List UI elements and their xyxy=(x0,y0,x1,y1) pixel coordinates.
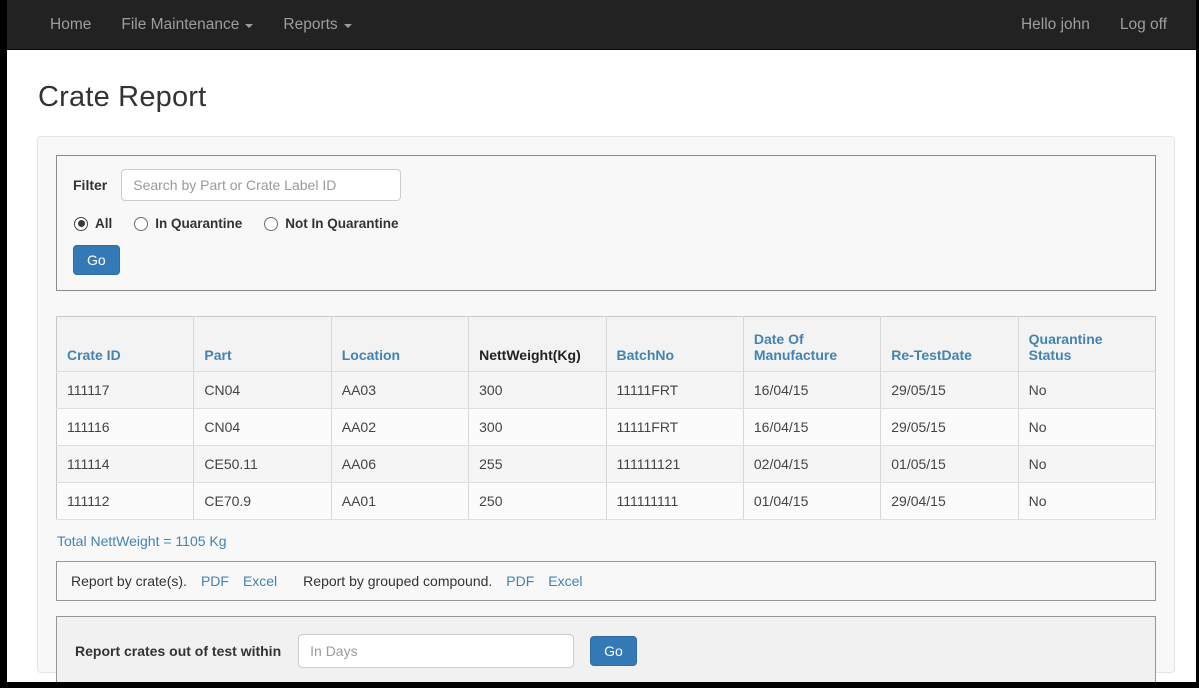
column-header-date-of-manufacture: Date Of Manufacture xyxy=(742,316,881,372)
column-header-retestdate: Re-TestDate xyxy=(880,316,1019,372)
report-grouped-pdf-link[interactable]: PDF xyxy=(506,573,535,589)
cell-batchno: 11111FRT xyxy=(605,408,744,446)
cell-part: CN04 xyxy=(193,371,332,409)
column-header-nettweight: NettWeight(Kg) xyxy=(468,316,606,372)
report-grouped-excel-link[interactable]: Excel xyxy=(548,573,583,589)
sort-link-location[interactable]: Location xyxy=(341,347,401,363)
cell-nettweight: 300 xyxy=(468,408,606,446)
table-row: 111116 CN04 AA02 300 11111FRT 16/04/15 2… xyxy=(56,408,1156,446)
out-of-test-panel: Report crates out of test within Go xyxy=(56,616,1156,682)
cell-location: AA03 xyxy=(330,371,469,409)
radio-in-quarantine-label: In Quarantine xyxy=(155,216,243,231)
cell-retestdate: 01/05/15 xyxy=(880,445,1019,483)
cell-quarantine-status: No xyxy=(1017,445,1156,483)
cell-batchno: 111111111 xyxy=(605,482,744,520)
cell-batchno: 111111121 xyxy=(605,445,744,483)
nav-greeting: Hello john xyxy=(1020,15,1090,33)
nav-reports-label: Reports xyxy=(283,15,338,33)
radio-icon xyxy=(134,216,149,231)
cell-date-of-manufacture: 16/04/15 xyxy=(742,371,881,409)
filter-panel: Filter All In Quarantine Not In Quaranti… xyxy=(56,155,1156,291)
cell-location: AA06 xyxy=(330,445,469,483)
column-header-quarantine-status: Quarantine Status xyxy=(1017,316,1156,372)
page-title: Crate Report xyxy=(38,81,207,113)
cell-part: CE50.11 xyxy=(193,445,332,483)
radio-in-quarantine[interactable]: In Quarantine xyxy=(134,216,242,231)
cell-date-of-manufacture: 02/04/15 xyxy=(742,445,881,483)
filter-label: Filter xyxy=(73,177,108,193)
chevron-down-icon xyxy=(245,23,254,28)
navbar: Home File Maintenance Reports Hello john… xyxy=(7,0,1196,50)
app-window: Home File Maintenance Reports Hello john… xyxy=(7,0,1196,682)
radio-icon xyxy=(264,216,279,231)
nav-home-label: Home xyxy=(50,15,92,33)
cell-retestdate: 29/04/15 xyxy=(880,482,1019,520)
radio-not-in-quarantine[interactable]: Not In Quarantine xyxy=(264,216,399,231)
report-by-crates-label: Report by crate(s). xyxy=(71,573,187,589)
column-header-location: Location xyxy=(330,316,469,372)
column-header-crate-id: Crate ID xyxy=(56,316,194,372)
radio-not-in-quarantine-label: Not In Quarantine xyxy=(285,216,399,231)
report-by-crates-excel-link[interactable]: Excel xyxy=(242,573,278,589)
quarantine-radio-group: All In Quarantine Not In Quarantine xyxy=(74,216,1139,231)
sort-link-batchno[interactable]: BatchNo xyxy=(616,347,675,363)
table-row: 111112 CE70.9 AA01 250 111111111 01/04/1… xyxy=(56,482,1156,520)
cell-retestdate: 29/05/15 xyxy=(880,371,1019,409)
crate-table-body: 111117 CN04 AA03 300 11111FRT 16/04/15 2… xyxy=(56,371,1156,520)
report-links-panel: Report by crate(s). PDF Excel Report by … xyxy=(56,561,1156,601)
cell-retestdate: 29/05/15 xyxy=(880,408,1019,446)
cell-location: AA02 xyxy=(330,408,469,446)
cell-quarantine-status: No xyxy=(1017,408,1156,446)
cell-nettweight: 255 xyxy=(468,445,606,483)
table-row: 111114 CE50.11 AA06 255 111111121 02/04/… xyxy=(56,445,1156,483)
in-days-input[interactable] xyxy=(298,634,575,668)
filter-row: Filter xyxy=(73,169,1139,201)
navbar-left: Home File Maintenance Reports xyxy=(35,16,367,34)
crate-table: Crate ID Part Location NettWeight(Kg) Ba… xyxy=(56,316,1156,520)
column-header-batchno: BatchNo xyxy=(605,316,744,372)
report-by-crates-pdf-link[interactable]: PDF xyxy=(200,573,229,589)
sort-link-date-of-manufacture[interactable]: Date Of Manufacture xyxy=(753,331,838,363)
cell-crate-id: 111114 xyxy=(56,445,194,483)
sort-link-crate-id[interactable]: Crate ID xyxy=(67,347,121,363)
cell-part: CN04 xyxy=(193,408,332,446)
out-of-test-label: Report crates out of test within xyxy=(75,643,282,659)
crate-table-header: Crate ID Part Location NettWeight(Kg) Ba… xyxy=(56,316,1156,372)
nav-item-file-maintenance[interactable]: File Maintenance xyxy=(106,16,268,34)
radio-all[interactable]: All xyxy=(74,216,112,231)
cell-part: CE70.9 xyxy=(193,482,332,520)
column-header-part: Part xyxy=(193,316,332,372)
nav-item-logoff[interactable]: Log off xyxy=(1119,15,1167,33)
chevron-down-icon xyxy=(343,23,352,28)
cell-crate-id: 111117 xyxy=(56,371,194,409)
content-well: Filter All In Quarantine Not In Quaranti… xyxy=(37,136,1175,682)
report-grouped-label: Report by grouped compound. xyxy=(303,573,493,589)
cell-nettweight: 250 xyxy=(468,482,606,520)
cell-date-of-manufacture: 16/04/15 xyxy=(742,408,881,446)
radio-icon xyxy=(74,216,88,231)
nav-file-maintenance-label: File Maintenance xyxy=(121,15,240,33)
sort-link-quarantine-status[interactable]: Quarantine Status xyxy=(1028,331,1103,363)
cell-quarantine-status: No xyxy=(1017,482,1156,520)
sort-link-retestdate[interactable]: Re-TestDate xyxy=(891,347,972,363)
nav-item-home[interactable]: Home xyxy=(35,16,106,34)
out-of-test-go-button[interactable]: Go xyxy=(590,636,637,666)
sort-link-part[interactable]: Part xyxy=(204,347,232,363)
filter-go-button[interactable]: Go xyxy=(73,245,120,275)
search-input[interactable] xyxy=(121,169,402,201)
cell-location: AA01 xyxy=(330,482,469,520)
cell-crate-id: 111116 xyxy=(56,408,194,446)
total-nettweight-text: Total NettWeight = 1105 Kg xyxy=(57,533,227,549)
cell-batchno: 11111FRT xyxy=(605,371,744,409)
navbar-right: Hello john Log off xyxy=(1006,16,1182,34)
radio-all-label: All xyxy=(95,216,113,231)
cell-date-of-manufacture: 01/04/15 xyxy=(742,482,881,520)
cell-nettweight: 300 xyxy=(468,371,606,409)
cell-crate-id: 111112 xyxy=(56,482,194,520)
nav-item-reports[interactable]: Reports xyxy=(268,16,366,34)
cell-quarantine-status: No xyxy=(1017,371,1156,409)
table-row: 111117 CN04 AA03 300 11111FRT 16/04/15 2… xyxy=(56,371,1156,409)
